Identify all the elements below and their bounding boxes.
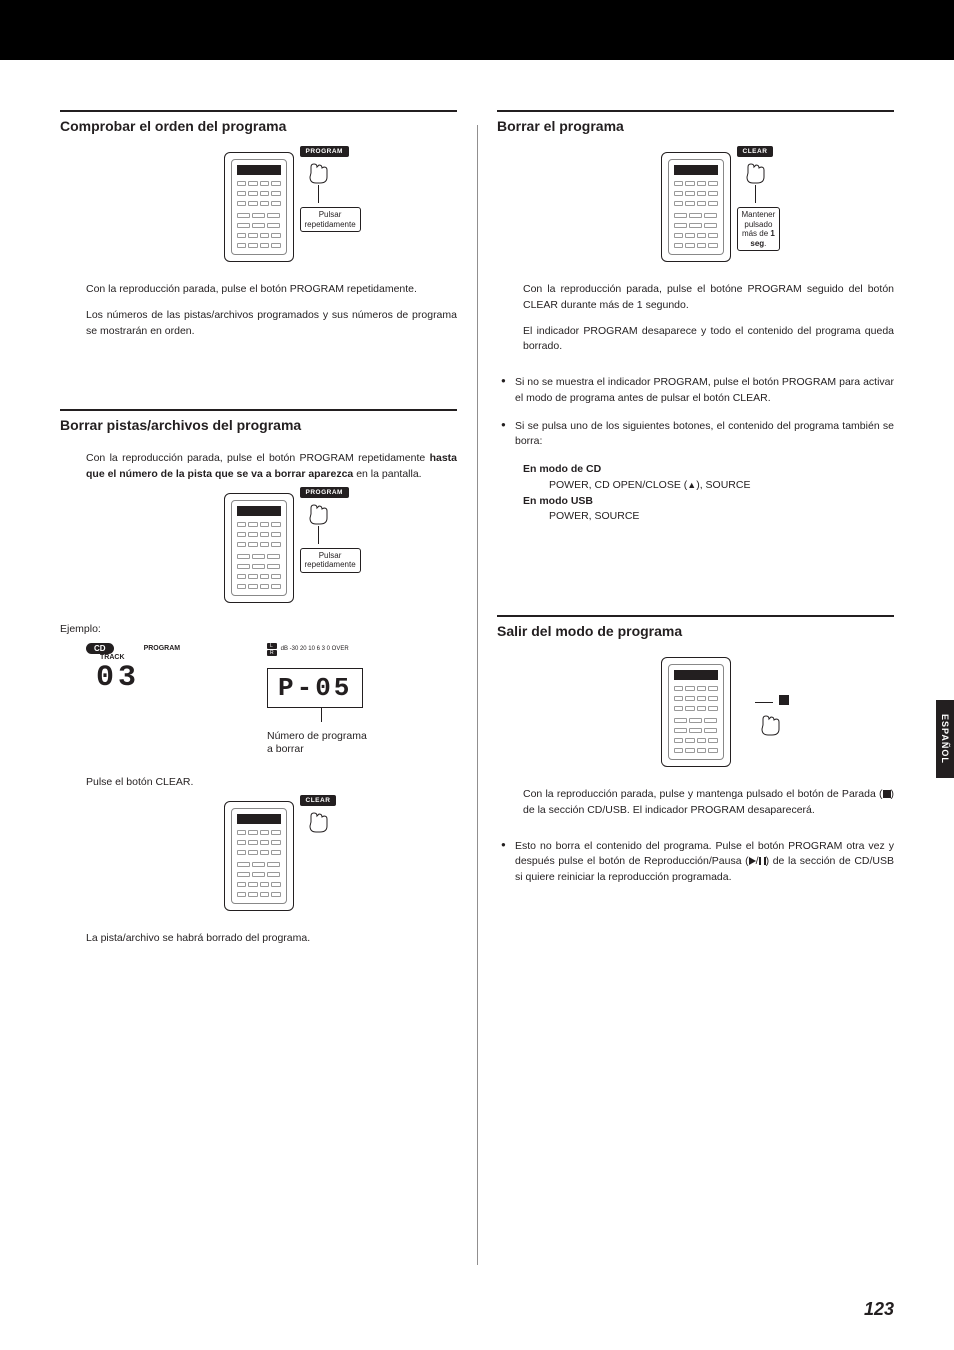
s4-bullet-1: Esto no borra el contenido del programa.…: [497, 839, 894, 886]
diagram-caption: Pulsar repetidamente: [300, 207, 361, 232]
section-title-delete-tracks: Borrar pistas/archivos del programa: [60, 409, 457, 433]
s3-bullet-1: Si no se muestra el indicador PROGRAM, p…: [497, 375, 894, 407]
track-label: TRACK: [100, 654, 236, 661]
program-button-label: PROGRAM: [300, 487, 349, 498]
remote-icon: [661, 152, 731, 262]
diagram-delete-tracks-2: CLEAR: [60, 801, 457, 911]
example-displays: CD PROGRAM TRACK 03 LR dB -30 20 10 6 3 …: [60, 643, 457, 757]
diagram-check-order: PROGRAM Pulsar repetidamente: [60, 152, 457, 262]
db-meter: LR dB -30 20 10 6 3 0 OVER: [267, 643, 447, 656]
s2-paragraph-1: Con la reproducción parada, pulse el bot…: [60, 451, 457, 483]
right-column: Borrar el programa CLEAR: [497, 110, 894, 957]
s3-bullet-2: Si se pulsa uno de los siguientes botone…: [497, 419, 894, 451]
example-right-panel: LR dB -30 20 10 6 3 0 OVER P-05 Número d…: [267, 643, 447, 757]
clear-button-label: CLEAR: [737, 146, 774, 157]
page-number: 123: [864, 1299, 894, 1320]
s4-paragraph-1: Con la reproducción parada, pulse y mant…: [497, 787, 894, 819]
program-number-caption: Número de programa a borrar: [267, 730, 447, 757]
hand-icon: [758, 711, 786, 737]
remote-icon: [224, 493, 294, 603]
s3-paragraph-1: Con la reproducción parada, pulse el bot…: [497, 282, 894, 314]
diagram-delete-program: CLEAR Mantener pulsado más de 1 seg.: [497, 152, 894, 262]
mode-usb-text: POWER, SOURCE: [497, 509, 894, 525]
diagram-delete-tracks-1: PROGRAM Pulsar repetidamente: [60, 493, 457, 603]
remote-icon: [224, 152, 294, 262]
example-label: Ejemplo:: [60, 623, 457, 635]
cd-badge: CD: [86, 643, 114, 654]
left-column: Comprobar el orden del programa PROGRAM: [60, 110, 457, 957]
s1-paragraph-1: Con la reproducción parada, pulse el bot…: [60, 282, 457, 298]
hand-icon: [306, 159, 334, 185]
clear-button-label: CLEAR: [300, 795, 337, 806]
column-divider: [477, 125, 478, 1265]
stop-icon: [779, 695, 789, 705]
program-number-display: P-05: [267, 668, 363, 708]
track-number-display: 03: [96, 661, 236, 695]
diagram-caption-hold: Mantener pulsado más de 1 seg.: [737, 207, 781, 251]
hand-icon: [743, 159, 771, 185]
program-indicator: PROGRAM: [144, 645, 181, 652]
remote-icon: [224, 801, 294, 911]
diagram-exit-program: [497, 657, 894, 767]
section-title-delete-program: Borrar el programa: [497, 110, 894, 134]
remote-icon: [661, 657, 731, 767]
header-bar: [0, 0, 954, 60]
program-button-label: PROGRAM: [300, 146, 349, 157]
mode-cd-label: En modo de CD: [497, 462, 894, 478]
eject-icon: ▲: [687, 479, 696, 493]
language-tab: ESPAÑOL: [936, 700, 954, 778]
s1-paragraph-2: Los números de las pistas/archivos progr…: [60, 308, 457, 340]
pause-icon: [759, 857, 766, 865]
example-left-panel: CD PROGRAM TRACK 03: [86, 643, 236, 757]
mode-cd-text: POWER, CD OPEN/CLOSE (▲), SOURCE: [497, 478, 894, 494]
hand-icon: [306, 808, 334, 834]
section-title-check-order: Comprobar el orden del programa: [60, 110, 457, 134]
play-icon: [749, 857, 756, 865]
section-title-exit-program: Salir del modo de programa: [497, 615, 894, 639]
mode-usb-label: En modo USB: [497, 494, 894, 510]
stop-icon: [883, 790, 891, 798]
diagram-caption: Pulsar repetidamente: [300, 548, 361, 573]
hand-icon: [306, 500, 334, 526]
s2-paragraph-3: La pista/archivo se habrá borrado del pr…: [60, 931, 457, 947]
s3-paragraph-2: El indicador PROGRAM desaparece y todo e…: [497, 324, 894, 356]
s2-paragraph-2: Pulse el botón CLEAR.: [60, 775, 457, 791]
